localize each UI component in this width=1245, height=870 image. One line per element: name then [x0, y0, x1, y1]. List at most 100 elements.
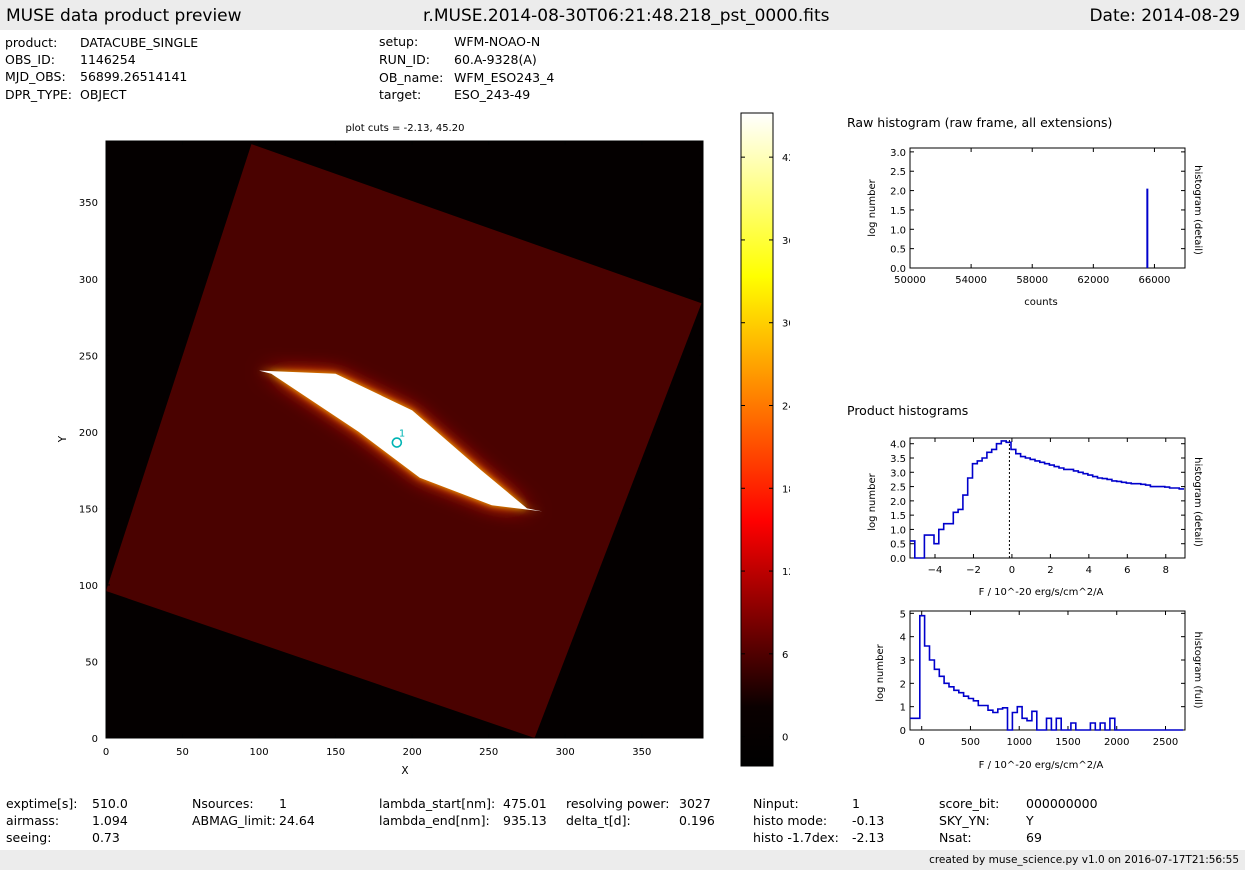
stat-value: 1.094	[92, 813, 128, 828]
x-tick-label: 150	[326, 747, 345, 758]
image-ylabel: Y	[57, 435, 69, 443]
product-histogram-full-chart: 0 500 1000 1500 2000 2500 0 1 2 3 4 5 F / 10^-20 er…	[875, 609, 1203, 771]
meta-key: DPR_TYPE:	[5, 87, 73, 102]
y-tick-label: 2.5	[890, 483, 906, 494]
colorbar-tick-label: 30	[782, 319, 790, 330]
y-tick-label: 2.0	[890, 187, 906, 198]
x-tick-label: 66000	[1139, 275, 1171, 286]
x-tick-label: 2	[1047, 565, 1053, 576]
y-tick-label: 150	[79, 504, 98, 515]
y-tick-label: 3.5	[890, 454, 906, 465]
stat-key: score_bit:	[939, 796, 1000, 811]
detail-xlabel: F / 10^-20 erg/s/cm^2/A	[979, 587, 1104, 598]
colorbar-tick-label: 0	[782, 733, 788, 744]
colorbar-tick-label: 24	[782, 401, 790, 412]
image-axes: 0 50 100 150 200 250 300 350 0 50 100 150 200 250 300 3…	[79, 140, 704, 758]
meta-key: product:	[5, 35, 58, 50]
meta-value: DATACUBE_SINGLE	[80, 35, 199, 50]
x-tick-label: 2000	[1104, 737, 1129, 748]
raw-histogram-title: Raw histogram (raw frame, all extensions…	[847, 115, 1113, 130]
image-xlabel: X	[401, 765, 408, 777]
colorbar-tick-label: 18	[782, 484, 790, 495]
y-tick-label: 3.0	[890, 468, 906, 479]
y-tick-label: 0.5	[890, 540, 906, 551]
header-bar	[0, 0, 1245, 30]
plot-frame	[909, 610, 1186, 731]
image-panel: plot cuts = -2.13, 45.20 1 0 50 100 150 200 2…	[57, 112, 790, 777]
meta-key: MJD_OBS:	[5, 69, 66, 84]
y-tick-label: 0	[92, 734, 98, 745]
stat-value: 3027	[679, 796, 711, 811]
stat-key: Nsources:	[192, 796, 254, 811]
stat-value: 475.01	[503, 796, 547, 811]
stat-value: 0.73	[92, 830, 120, 845]
y-tick-label: 5	[900, 609, 906, 620]
y-tick-label: 0.0	[890, 264, 906, 275]
x-tick-label: 0	[103, 747, 109, 758]
y-tick-label: 1	[900, 703, 906, 714]
image-plot-area: 1	[106, 141, 703, 739]
source-label: 1	[399, 429, 405, 440]
stat-key: Ninput:	[753, 796, 799, 811]
full-histogram-line	[910, 614, 1183, 731]
detail-histogram-line	[910, 440, 1184, 559]
y-tick-label: 3	[900, 656, 906, 667]
meta-value: WFM_ESO243_4	[454, 70, 555, 85]
stat-key: lambda_start[nm]:	[379, 796, 496, 811]
x-tick-label: 50000	[894, 275, 926, 286]
x-tick-label: −2	[966, 565, 981, 576]
footer-bar	[0, 850, 1245, 870]
stat-value: -0.13	[852, 813, 885, 828]
meta-value: 56899.26514141	[80, 69, 188, 84]
stat-value: 0.196	[679, 813, 715, 828]
plot-frame	[909, 437, 1186, 559]
stat-value: -2.13	[852, 830, 885, 845]
full-y2label: histogram (full)	[1192, 631, 1203, 708]
y-tick-label: 4.0	[890, 440, 906, 451]
stat-value: 69	[1026, 830, 1042, 845]
x-tick-label: 2500	[1153, 737, 1178, 748]
stat-key: airmass:	[6, 813, 60, 828]
colorbar	[740, 112, 774, 767]
y-tick-label: 2.5	[890, 167, 906, 178]
y-tick-label: 200	[79, 428, 98, 439]
product-histograms-title: Product histograms	[847, 403, 969, 418]
y-tick-label: 1.5	[890, 511, 906, 522]
y-tick-label: 0.5	[890, 245, 906, 256]
raw-xlabel: counts	[1024, 297, 1057, 308]
app-title: MUSE data product preview	[6, 6, 242, 26]
y-tick-label: 4	[900, 633, 906, 644]
x-tick-label: 1500	[1055, 737, 1080, 748]
x-tick-label: 58000	[1016, 275, 1048, 286]
stat-key: lambda_end[nm]:	[379, 813, 490, 828]
stat-key: SKY_YN:	[939, 813, 990, 828]
x-tick-label: 250	[479, 747, 498, 758]
y-tick-label: 0	[900, 726, 906, 737]
y-tick-label: 1.5	[890, 206, 906, 217]
credit-line: created by muse_science.py v1.0 on 2016-…	[929, 854, 1239, 866]
y-tick-label: 2.0	[890, 497, 906, 508]
stat-value: 24.64	[279, 813, 315, 828]
y-tick-label: 250	[79, 351, 98, 362]
full-xlabel: F / 10^-20 erg/s/cm^2/A	[979, 760, 1104, 771]
stat-value: 000000000	[1026, 796, 1098, 811]
y-tick-label: 350	[79, 198, 98, 209]
y-tick-label: 2	[900, 679, 906, 690]
raw-y2label: histogram (detail)	[1192, 165, 1203, 255]
meta-value: OBJECT	[80, 87, 127, 102]
detail-ylabel: log number	[867, 472, 878, 530]
x-tick-label: −4	[928, 565, 943, 576]
meta-key: RUN_ID:	[379, 52, 430, 67]
meta-key: setup:	[379, 34, 419, 49]
meta-key: OBS_ID:	[5, 52, 55, 67]
colorbar-tick-label: 36	[782, 236, 790, 247]
image-frame	[105, 140, 704, 739]
stat-key: ABMAG_limit:	[192, 813, 276, 828]
y-tick-label: 3.0	[890, 148, 906, 159]
y-tick-label: 50	[85, 657, 98, 668]
y-tick-label: 1.0	[890, 225, 906, 236]
raw-histogram-chart: 50000 54000 58000 62000 66000 0.0 0.5 1.0 1.5 2.0…	[867, 147, 1203, 308]
x-tick-label: 100	[250, 747, 269, 758]
meta-value: ESO_243-49	[454, 87, 531, 102]
x-tick-label: 8	[1163, 565, 1169, 576]
